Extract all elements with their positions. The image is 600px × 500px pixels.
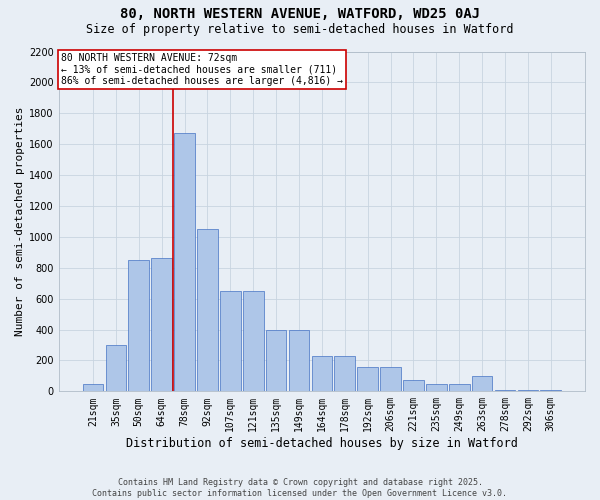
- Bar: [358, 366, 378, 392]
- Bar: [541, 390, 561, 392]
- Bar: [83, 384, 103, 392]
- Bar: [151, 258, 172, 392]
- Bar: [243, 291, 263, 392]
- Bar: [426, 384, 446, 392]
- Text: Size of property relative to semi-detached houses in Watford: Size of property relative to semi-detach…: [86, 22, 514, 36]
- Bar: [495, 390, 515, 392]
- Bar: [197, 229, 218, 392]
- Bar: [518, 390, 538, 392]
- Bar: [289, 330, 309, 392]
- Bar: [472, 376, 493, 392]
- Bar: [106, 345, 126, 392]
- Text: 80, NORTH WESTERN AVENUE, WATFORD, WD25 0AJ: 80, NORTH WESTERN AVENUE, WATFORD, WD25 …: [120, 8, 480, 22]
- Bar: [334, 356, 355, 392]
- Bar: [128, 260, 149, 392]
- Text: Contains HM Land Registry data © Crown copyright and database right 2025.
Contai: Contains HM Land Registry data © Crown c…: [92, 478, 508, 498]
- Bar: [380, 366, 401, 392]
- Y-axis label: Number of semi-detached properties: Number of semi-detached properties: [15, 106, 25, 336]
- Bar: [220, 291, 241, 392]
- Bar: [266, 330, 286, 392]
- Bar: [449, 384, 470, 392]
- Bar: [174, 134, 195, 392]
- Bar: [311, 356, 332, 392]
- X-axis label: Distribution of semi-detached houses by size in Watford: Distribution of semi-detached houses by …: [126, 437, 518, 450]
- Text: 80 NORTH WESTERN AVENUE: 72sqm
← 13% of semi-detached houses are smaller (711)
8: 80 NORTH WESTERN AVENUE: 72sqm ← 13% of …: [61, 53, 343, 86]
- Bar: [403, 380, 424, 392]
